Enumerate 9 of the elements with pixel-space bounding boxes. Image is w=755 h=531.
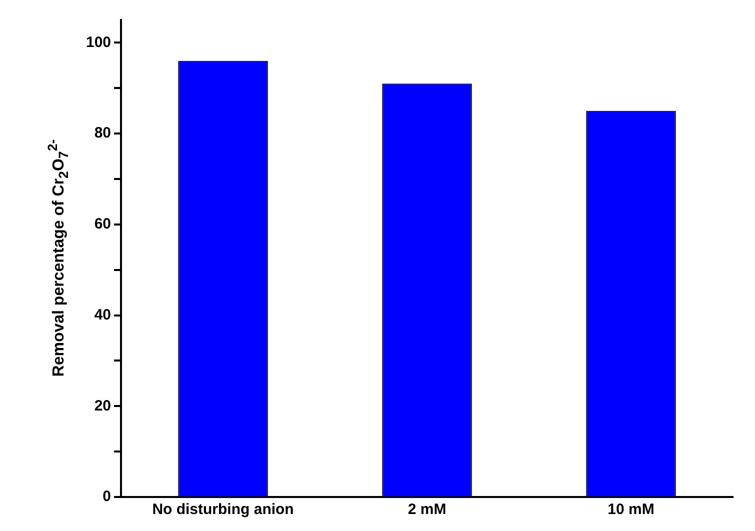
y-tick-label: 20	[94, 397, 112, 414]
x-tick-label: No disturbing anion	[152, 501, 294, 518]
y-tick-label: 100	[86, 34, 112, 51]
y-tick-label: 40	[94, 306, 112, 324]
x-tick-label: 10 mM	[608, 501, 654, 518]
y-tick-label: 60	[94, 216, 112, 233]
y-tick-label: 0	[102, 488, 112, 506]
x-tick-label: 2 mM	[408, 501, 446, 518]
y-tick-label: 80	[94, 124, 112, 142]
